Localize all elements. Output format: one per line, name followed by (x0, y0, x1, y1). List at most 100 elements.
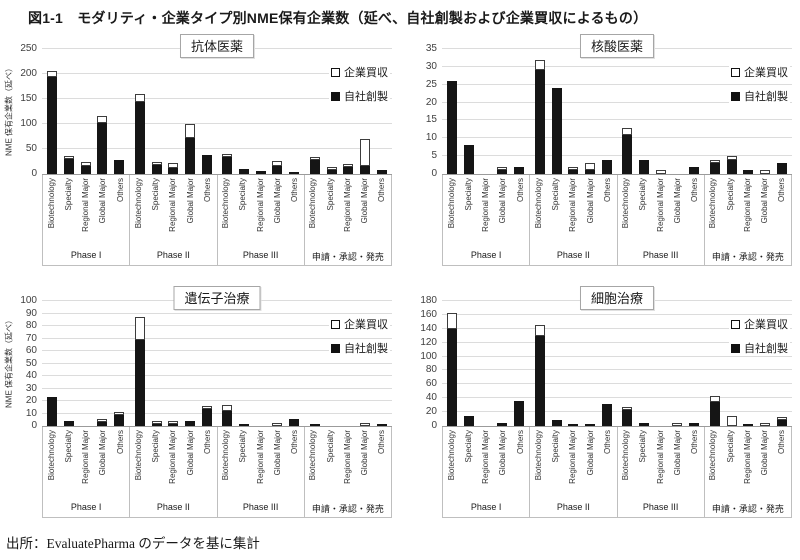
category-label-slot: Global Major (357, 175, 374, 247)
stacked-bar (622, 127, 633, 174)
bar-group (442, 50, 530, 174)
bar-group (705, 50, 793, 174)
stacked-bar (239, 168, 250, 174)
y-tick-label: 150 (20, 93, 37, 104)
category-label-row: Biotechnology Specialty Regional Major Glob… (618, 175, 704, 247)
category-label-slot: Regional Major (339, 427, 356, 499)
inhouse-segment (47, 76, 58, 174)
inhouse-segment (584, 424, 595, 426)
inhouse-segment (201, 408, 212, 426)
category-label-slot: Specialty (235, 427, 252, 499)
inhouse-segment (497, 423, 508, 426)
category-label-slot: Others (687, 175, 704, 247)
stacked-bar (759, 170, 770, 174)
category-label-slot: Specialty (635, 175, 652, 247)
category-label: Specialty (725, 430, 735, 463)
acquisition-segment (343, 164, 354, 167)
category-label-slot: Biotechnology (130, 427, 147, 499)
inhouse-segment (289, 418, 300, 426)
category-label: Specialty (725, 178, 735, 211)
stacked-bar (534, 59, 545, 174)
stacked-bar (689, 166, 700, 174)
stacked-bar (709, 159, 720, 174)
phase-group-cell: Biotechnology Specialty Regional Major Glob… (530, 175, 618, 265)
stacked-bar (239, 424, 250, 426)
y-tick-label: 80 (25, 320, 37, 331)
gridline (442, 65, 792, 67)
inhouse-segment (776, 420, 787, 426)
inhouse-segment (584, 170, 595, 174)
category-label: Biotechnology (308, 178, 318, 229)
category-label: Global Major (672, 178, 682, 224)
inhouse-segment (376, 423, 387, 426)
inhouse-segment (514, 166, 525, 174)
acquisition-segment (534, 59, 545, 71)
bar-slot (477, 50, 494, 174)
bar-group (130, 302, 218, 426)
category-label: Biotechnology (46, 430, 56, 481)
category-label-slot: Others (112, 175, 129, 247)
inhouse-segment (168, 424, 179, 426)
phase-group-cell: Biotechnology Specialty Regional Major Glob… (443, 427, 531, 517)
bar-slot (707, 302, 724, 426)
acquisition-segment (622, 407, 633, 411)
phase-group-cell: Biotechnology Specialty Regional Major Glob… (618, 175, 705, 265)
inhouse-segment (551, 88, 562, 174)
acquisition-swatch-icon (331, 319, 340, 329)
acquisition-segment (222, 404, 233, 411)
phase-group-label: Phase III (242, 502, 279, 512)
category-label: Others (690, 178, 700, 203)
bar-slot (652, 50, 669, 174)
category-label: Regional Major (742, 178, 752, 232)
bar-slot (565, 302, 582, 426)
category-label-slot: Specialty (60, 175, 77, 247)
category-label: Specialty (638, 178, 648, 211)
category-label-slot: Others (374, 427, 391, 499)
inhouse-segment (726, 159, 737, 174)
y-tick-label: 15 (425, 114, 437, 126)
stacked-bar (201, 405, 212, 426)
bar-slot (598, 302, 615, 426)
bar-slot (357, 302, 374, 426)
category-label: Global Major (185, 178, 195, 224)
bar-group (217, 302, 305, 426)
stacked-bar (514, 166, 525, 174)
category-label-slot: Global Major (669, 427, 686, 499)
bar-slot (94, 302, 111, 426)
y-tick-label: 10 (425, 132, 437, 144)
y-tick-label: 250 (20, 43, 37, 54)
inhouse-segment (551, 419, 562, 426)
bar-slot (182, 50, 199, 174)
acquisition-segment (709, 159, 720, 164)
stacked-bar (134, 317, 145, 426)
category-label-slot: Global Major (582, 175, 599, 247)
category-label-slot: Biotechnology (305, 175, 322, 247)
category-label: Biotechnology (708, 430, 718, 481)
category-label-row: Biotechnology Specialty Regional Major Glob… (305, 427, 391, 499)
bar-slot (669, 302, 686, 426)
category-label-slot: Regional Major (739, 427, 756, 499)
acquisition-segment (64, 156, 75, 159)
acquisition-segment (47, 70, 58, 77)
inhouse-segment (184, 421, 195, 426)
acquisition-segment (497, 166, 508, 171)
acquisition-segment (201, 405, 212, 409)
phase-group-label: Phase I (470, 250, 502, 260)
y-tick-label: 100 (20, 118, 37, 129)
stacked-bar (622, 407, 633, 426)
stacked-bar (743, 170, 754, 174)
category-label: Biotechnology (446, 430, 456, 481)
acquisition-swatch-icon (731, 67, 740, 77)
bar-slot (94, 50, 111, 174)
category-label-slot: Specialty (722, 427, 739, 499)
stacked-bar (514, 401, 525, 426)
stacked-bar (464, 145, 475, 174)
category-label-row: Biotechnology Specialty Regional Major Glob… (43, 175, 129, 247)
bars-layer (42, 302, 392, 426)
bar-slot (165, 302, 182, 426)
bar-slot (148, 302, 165, 426)
bar-slot (132, 50, 149, 174)
category-label: Global Major (498, 178, 508, 224)
bar-slot (511, 50, 528, 174)
acquisition-segment (222, 153, 233, 157)
